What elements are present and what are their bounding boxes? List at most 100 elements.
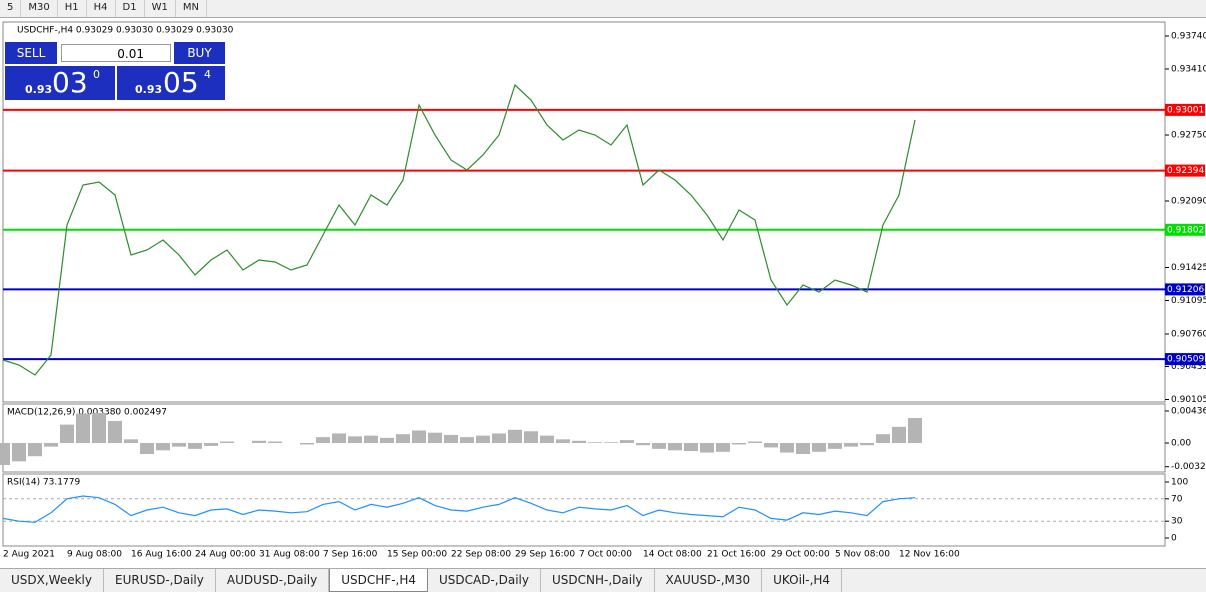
histogram-bar [332,433,346,443]
histogram-bar [252,440,266,443]
histogram-bar [300,442,314,445]
chart-tab[interactable]: AUDUSD-,Daily [216,569,330,592]
histogram-bar [828,442,842,449]
histogram-bar [444,434,458,443]
price-point: 0 [93,68,100,81]
histogram-bar [732,442,746,445]
histogram-bar [124,439,138,443]
x-tick-label: 5 Nov 08:00 [835,550,890,560]
y-tick-label: 0 [1171,533,1177,543]
x-tick-label: 7 Sep 16:00 [323,550,378,560]
timeframe-button[interactable]: W1 [145,0,176,17]
chart: USDCHF-,H4 0.93029 0.93030 0.93029 0.930… [0,18,1206,560]
histogram-bar [348,436,362,443]
sell-price[interactable]: 0.93 03 0 [5,66,115,100]
histogram-bar [92,412,106,443]
level-label: 0.92394 [1167,166,1204,176]
x-tick-label: 24 Aug 00:00 [195,550,256,560]
y-tick-label: 0.93740 [1171,32,1206,42]
histogram-bar [908,418,922,443]
chart-tab[interactable]: USDCAD-,Daily [428,569,541,592]
y-tick-label: 0.90760 [1171,330,1206,340]
chart-tab[interactable]: USDX,Weekly [0,569,104,592]
y-tick-label: 0.92750 [1171,131,1206,141]
x-tick-label: 16 Aug 16:00 [131,550,192,560]
lot-input[interactable]: 0.01 [61,44,171,62]
chart-tab[interactable]: USDCNH-,Daily [541,569,655,592]
histogram-bar [876,434,890,443]
level-label: 0.91802 [1167,225,1204,235]
y-tick-label: 0.92090 [1171,197,1206,207]
histogram-bar [380,437,394,443]
histogram-bar [12,442,26,462]
x-tick-label: 2 Aug 2021 [3,550,55,560]
panel-title: RSI(14) 73.1779 [7,478,80,488]
histogram-bar [108,420,122,443]
level-tag [1165,164,1205,177]
trade-panel: SELL 0.01 BUY 0.93 03 0 0.93 05 4 [5,42,225,100]
price-big: 03 [52,66,88,99]
histogram-bar [572,440,586,443]
histogram-bar [748,441,762,443]
histogram-bar [44,442,58,447]
panel-frame [2,473,1166,547]
buy-price[interactable]: 0.93 05 4 [117,66,225,100]
histogram-bar [668,442,682,451]
y-tick-label: 0.91425 [1171,263,1206,273]
histogram-bar [316,437,330,443]
x-tick-label: 12 Nov 16:00 [899,550,960,560]
histogram-bar [860,442,874,446]
timeframe-button[interactable]: M30 [21,0,58,17]
sell-button[interactable]: SELL [5,42,57,64]
x-tick-label: 9 Aug 08:00 [67,550,122,560]
timeframe-button[interactable]: MN [176,0,207,17]
y-tick-label: 0.90105 [1171,395,1206,405]
histogram-bar [76,413,90,443]
timeframe-button[interactable]: 5 [0,0,22,17]
histogram-bar [28,442,42,457]
histogram-bar [892,426,906,443]
chart-tabs: USDX,Weekly EURUSD-,Daily AUDUSD-,Daily USD… [0,568,1206,592]
histogram-bar [716,442,730,452]
histogram-bar [556,439,570,443]
timeframe-button[interactable]: H4 [87,0,116,17]
chart-tab[interactable]: EURUSD-,Daily [104,569,216,592]
price-big: 05 [163,66,199,99]
timeframe-button[interactable]: D1 [116,0,145,17]
histogram-bar [652,442,666,449]
histogram-bar [188,442,202,449]
y-tick-label: 30 [1171,517,1183,527]
level-label: 0.93001 [1167,105,1204,115]
histogram-bar [812,442,826,452]
chart-tab[interactable]: UKOil-,H4 [762,569,843,592]
panel-title: USDCHF-,H4 0.93029 0.93030 0.93029 0.930… [17,26,234,36]
level-tag [1165,283,1205,296]
histogram-bar [604,442,618,443]
price-point: 4 [204,68,211,81]
panel-title: MACD(12,26,9) 0.003380 0.002497 [7,408,167,418]
level-tag [1165,103,1205,116]
y-tick-label: 0.00436 [1171,406,1206,416]
price-prefix: 0.93 [135,83,163,96]
histogram-bar [700,442,714,453]
x-tick-label: 29 Oct 00:00 [771,550,830,560]
y-tick-label: -0.00323 [1171,462,1206,472]
histogram-bar [684,442,698,452]
histogram-bar [508,429,522,443]
chart-tab[interactable]: XAUUSD-,M30 [655,569,763,592]
level-tag [1165,223,1205,236]
panel-frame [2,403,1166,473]
chart-tab[interactable]: USDCHF-,H4 [329,569,428,592]
y-tick-label: 0.00 [1171,438,1191,448]
buy-button[interactable]: BUY [174,42,225,64]
histogram-bar [796,442,810,455]
histogram-bar [412,430,426,443]
histogram-bar [364,435,378,443]
panel-frame [2,21,1166,403]
price-prefix: 0.93 [25,83,53,96]
timeframe-button[interactable]: H1 [58,0,87,17]
level-tag [1165,353,1205,366]
y-tick-label: 70 [1171,494,1183,504]
timeframe-toolbar: 5 M30 H1 H4 D1 W1 MN [0,0,1206,18]
